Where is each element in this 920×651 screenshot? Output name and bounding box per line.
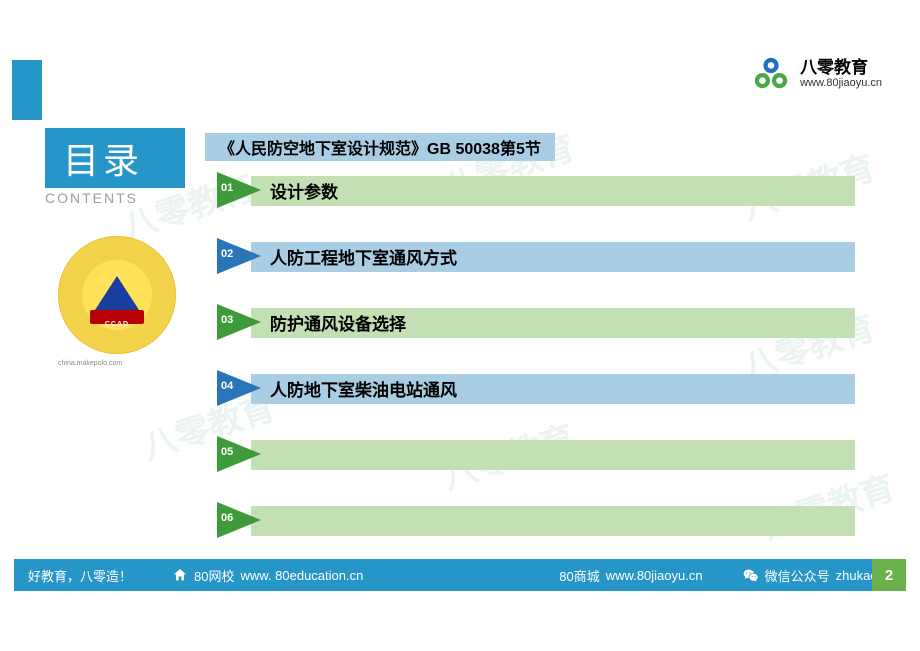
contents-title: 目录 CONTENTS — [45, 128, 185, 206]
wechat-icon — [743, 567, 759, 583]
footer-slogan: 好教育，八零造！ — [28, 566, 132, 585]
brand-logo-icon — [752, 55, 790, 93]
item-label: 人防地下室柴油电站通风 — [270, 376, 457, 401]
item-number: 01 — [221, 182, 233, 194]
contents-item: 02 人防工程地下室通风方式 — [215, 240, 855, 276]
contents-list: 01 设计参数 02 人防工程地下室通风方式 03 防护通风设备选择 04 人防地下室柴油电站… — [215, 174, 855, 570]
item-label: 设计参数 — [270, 178, 338, 203]
item-bar — [251, 176, 855, 206]
item-label: 防护通风设备选择 — [270, 310, 406, 335]
contents-item: 06 — [215, 504, 855, 540]
contents-item: 05 — [215, 438, 855, 474]
item-number: 06 — [221, 512, 233, 524]
home-icon — [172, 567, 188, 583]
footer-wechat: 微信公众号 zhukao80 — [743, 566, 892, 585]
contents-en: CONTENTS — [45, 190, 185, 206]
brand-name: 八零教育 — [800, 59, 882, 78]
footer-bar: 好教育，八零造！ 80网校 www. 80education.cn 80商城 w… — [14, 559, 906, 591]
brand-url: www.80jiaoyu.cn — [800, 77, 882, 89]
item-number: 05 — [221, 446, 233, 458]
contents-item: 04 人防地下室柴油电站通风 — [215, 372, 855, 408]
page-number: 2 — [872, 559, 906, 591]
footer-mall: 80商城 www.80jiaoyu.cn — [559, 566, 702, 585]
item-number: 03 — [221, 314, 233, 326]
contents-item: 03 防护通风设备选择 — [215, 306, 855, 342]
slide: 八零教育 八零教育 八零教育 八零教育 八零教育 八零教育 八零教育 八零教育 … — [0, 0, 920, 651]
subtitle-bar: 《人民防空地下室设计规范》GB 50038第5节 — [205, 133, 555, 161]
item-number: 04 — [221, 380, 233, 392]
item-label: 人防工程地下室通风方式 — [270, 244, 457, 269]
contents-cn: 目录 — [63, 140, 143, 181]
ccad-emblem-icon: CCAD — [58, 236, 176, 354]
emblem-caption: china.makepolo.com — [58, 360, 122, 367]
item-number: 02 — [221, 248, 233, 260]
accent-block — [12, 60, 42, 120]
contents-item: 01 设计参数 — [215, 174, 855, 210]
item-bar — [251, 440, 855, 470]
footer-school: 80网校 www. 80education.cn — [172, 566, 363, 585]
item-bar — [251, 506, 855, 536]
brand: 八零教育 www.80jiaoyu.cn — [752, 55, 882, 93]
